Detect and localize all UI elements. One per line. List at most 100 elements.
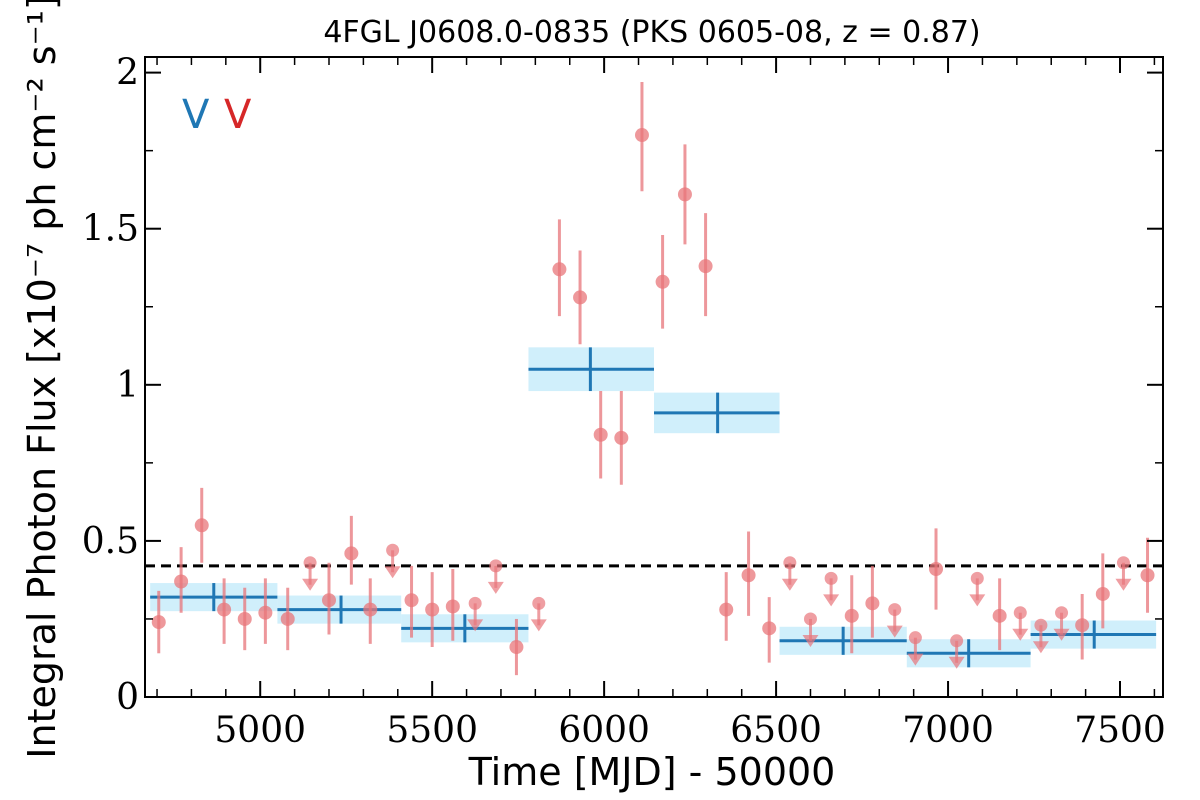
flux-point-31 — [1140, 537, 1155, 613]
flux-point-7 — [321, 562, 336, 635]
x-axis-label: Time [MJD] - 50000 — [468, 750, 836, 794]
flux-point-11 — [425, 572, 440, 648]
flux-point-9 — [363, 578, 378, 644]
point-marker — [1075, 618, 1090, 633]
y-axis-label: Integral Photon Flux [x10⁻⁷ ph cm⁻² s⁻¹] — [20, 0, 64, 759]
flux-point-19 — [655, 234, 670, 329]
flux-point-12 — [445, 569, 460, 641]
point-marker — [404, 593, 419, 608]
flux-point-3 — [217, 578, 232, 644]
flux-point-0 — [151, 590, 166, 654]
point-marker — [1140, 568, 1155, 583]
y-tick-label: 1 — [116, 365, 139, 406]
upper-limit-13 — [1032, 618, 1049, 654]
point-marker — [151, 615, 166, 630]
upper-limit-arrow — [530, 619, 547, 632]
bin-7 — [1030, 620, 1157, 649]
plot-frame — [144, 56, 1164, 698]
point-marker — [258, 605, 273, 620]
upper-limit-arrow — [781, 578, 798, 591]
upper-limit-marker — [824, 571, 838, 585]
flux-point-26 — [865, 565, 880, 638]
point-marker — [844, 608, 859, 623]
marker-v-blue: V — [182, 92, 210, 138]
upper-limit-7 — [823, 571, 840, 607]
point-marker — [741, 568, 756, 583]
ticks-layer: 5000 5500 6000 6500 7000 7500 0 0.5 1 1.5 2 — [82, 53, 1166, 751]
flux-point-5 — [258, 578, 273, 644]
bin-5 — [779, 626, 907, 655]
flux-point-27 — [929, 528, 944, 610]
bin-2 — [401, 614, 529, 643]
upper-limit-15 — [1115, 556, 1132, 591]
upper-limit-14 — [1053, 606, 1070, 641]
point-marker — [363, 602, 378, 617]
point-marker — [593, 427, 608, 442]
upper-limit-marker — [532, 596, 546, 610]
upper-limit-marker — [489, 559, 503, 573]
upper-limit-arrow — [907, 653, 924, 666]
upper-limit-6 — [802, 612, 819, 647]
upper-limit-marker — [1013, 606, 1027, 620]
upper-limit-10 — [948, 634, 965, 669]
upper-limit-arrow — [802, 634, 819, 647]
upper-limit-1 — [384, 543, 401, 579]
point-marker — [865, 596, 880, 611]
y-tick-label: 1.5 — [82, 209, 139, 250]
upper-limit-arrow — [487, 581, 504, 594]
points-layer — [151, 81, 1155, 676]
upper-limit-marker — [468, 596, 482, 610]
upper-limit-9 — [907, 631, 924, 666]
upper-limit-arrow — [302, 578, 319, 591]
bin-1 — [277, 595, 402, 624]
upper-limit-marker — [970, 571, 984, 585]
flux-point-10 — [404, 565, 419, 638]
y-tick-label: 2 — [116, 53, 139, 94]
upper-limit-0 — [302, 556, 319, 591]
y-tick-label: 0.5 — [82, 521, 139, 562]
x-tick-label: 5000 — [214, 710, 306, 751]
bins-layer — [150, 347, 1157, 668]
bin-6 — [906, 639, 1031, 668]
upper-limit-arrow — [1012, 628, 1029, 641]
point-marker — [445, 599, 460, 614]
y-tick-label: 0 — [116, 677, 139, 718]
x-tick-label: 6500 — [730, 710, 822, 751]
upper-limit-5 — [781, 556, 798, 591]
upper-limit-4 — [530, 596, 547, 632]
flux-point-13 — [509, 618, 524, 676]
upper-limit-marker — [803, 612, 817, 626]
point-marker — [573, 290, 588, 305]
flux-point-22 — [719, 572, 734, 641]
upper-limit-marker — [888, 603, 902, 617]
x-tick-label: 6000 — [558, 710, 650, 751]
upper-limit-3 — [487, 559, 504, 594]
upper-limit-arrow — [886, 625, 903, 638]
upper-limit-arrow — [467, 619, 484, 632]
flux-point-8 — [344, 515, 359, 585]
point-marker — [614, 430, 629, 445]
upper-limit-arrow — [1115, 578, 1132, 591]
point-marker — [677, 187, 692, 202]
point-marker — [425, 602, 440, 617]
upper-limit-marker — [386, 543, 400, 557]
point-marker — [1095, 586, 1110, 601]
x-tick-label: 7000 — [902, 710, 994, 751]
x-tick-label: 7500 — [1074, 710, 1166, 751]
upper-limit-marker — [1034, 618, 1048, 632]
point-marker — [174, 574, 189, 589]
point-marker — [698, 259, 713, 274]
flux-point-16 — [593, 391, 608, 479]
flux-point-4 — [237, 587, 252, 651]
upper-limit-12 — [1012, 606, 1029, 641]
point-marker — [509, 640, 524, 655]
point-marker — [552, 262, 567, 277]
flux-point-23 — [741, 531, 756, 616]
point-marker — [634, 128, 649, 143]
flux-point-28 — [992, 578, 1007, 651]
flux-point-14 — [552, 219, 567, 317]
flux-point-2 — [194, 487, 209, 563]
point-marker — [719, 602, 734, 617]
upper-limit-arrow — [384, 566, 401, 579]
